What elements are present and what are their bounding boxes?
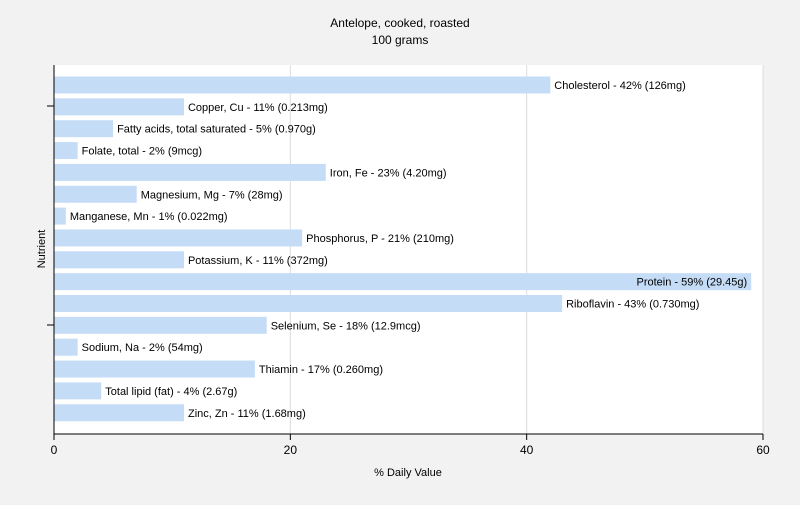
y-axis-label: Nutrient (36, 230, 48, 269)
bar-data-label: Fatty acids, total saturated - 5% (0.970… (117, 124, 316, 136)
bar-data-label: Riboflavin - 43% (0.730mg) (566, 299, 699, 311)
grid-lines (289, 65, 764, 434)
x-axis-label: % Daily Value (374, 467, 442, 479)
bars-group (54, 76, 752, 422)
data-labels-group: Cholesterol - 42% (126mg) Copper, Cu - 11… (70, 80, 747, 420)
bar-data-label: Magnesium, Mg - 7% (28mg) (141, 189, 283, 201)
bar-data-label: Selenium, Se - 18% (12.9mcg) (271, 320, 421, 332)
bar (54, 360, 255, 378)
x-axis-ticks: 0 20 40 60 (51, 434, 770, 457)
bar (54, 229, 303, 247)
bar (54, 98, 184, 116)
bar (54, 142, 78, 160)
bar (54, 163, 326, 181)
x-tick-label: 40 (520, 443, 534, 457)
bar-data-label: Manganese, Mn - 1% (0.022mg) (70, 211, 228, 223)
bar (54, 316, 267, 334)
bar-data-label: Zinc, Zn - 11% (1.68mg) (188, 408, 306, 420)
x-tick-label: 20 (284, 443, 298, 457)
bar (54, 273, 752, 291)
bar (54, 251, 184, 269)
bar (54, 382, 102, 400)
bar (54, 185, 137, 203)
bar-data-label: Potassium, K - 11% (372mg) (188, 255, 328, 267)
bar-data-label: Copper, Cu - 11% (0.213mg) (188, 102, 328, 114)
x-tick-label: 0 (51, 443, 58, 457)
bar-data-label: Total lipid (fat) - 4% (2.67g) (105, 386, 237, 398)
bar (54, 207, 66, 225)
bar-data-label: Iron, Fe - 23% (4.20mg) (330, 167, 447, 179)
x-tick-label: 60 (756, 443, 770, 457)
bar-data-label: Thiamin - 17% (0.260mg) (259, 364, 383, 376)
bar-data-label: Cholesterol - 42% (126mg) (554, 80, 685, 92)
chart-title: Antelope, cooked, roasted (330, 16, 469, 30)
bar (54, 76, 551, 94)
bar-data-label: Phosphorus, P - 21% (210mg) (306, 233, 454, 245)
plot-area (54, 65, 763, 434)
bar (54, 295, 563, 312)
bar-data-label: Folate, total - 2% (9mcg) (82, 146, 202, 158)
bar (54, 338, 78, 356)
bar (54, 404, 184, 422)
chart-subtitle: 100 grams (372, 33, 429, 47)
bar (54, 120, 114, 138)
bar-data-label: Sodium, Na - 2% (54mg) (82, 342, 203, 354)
bar-data-label: Protein - 59% (29.45g) (637, 277, 748, 289)
